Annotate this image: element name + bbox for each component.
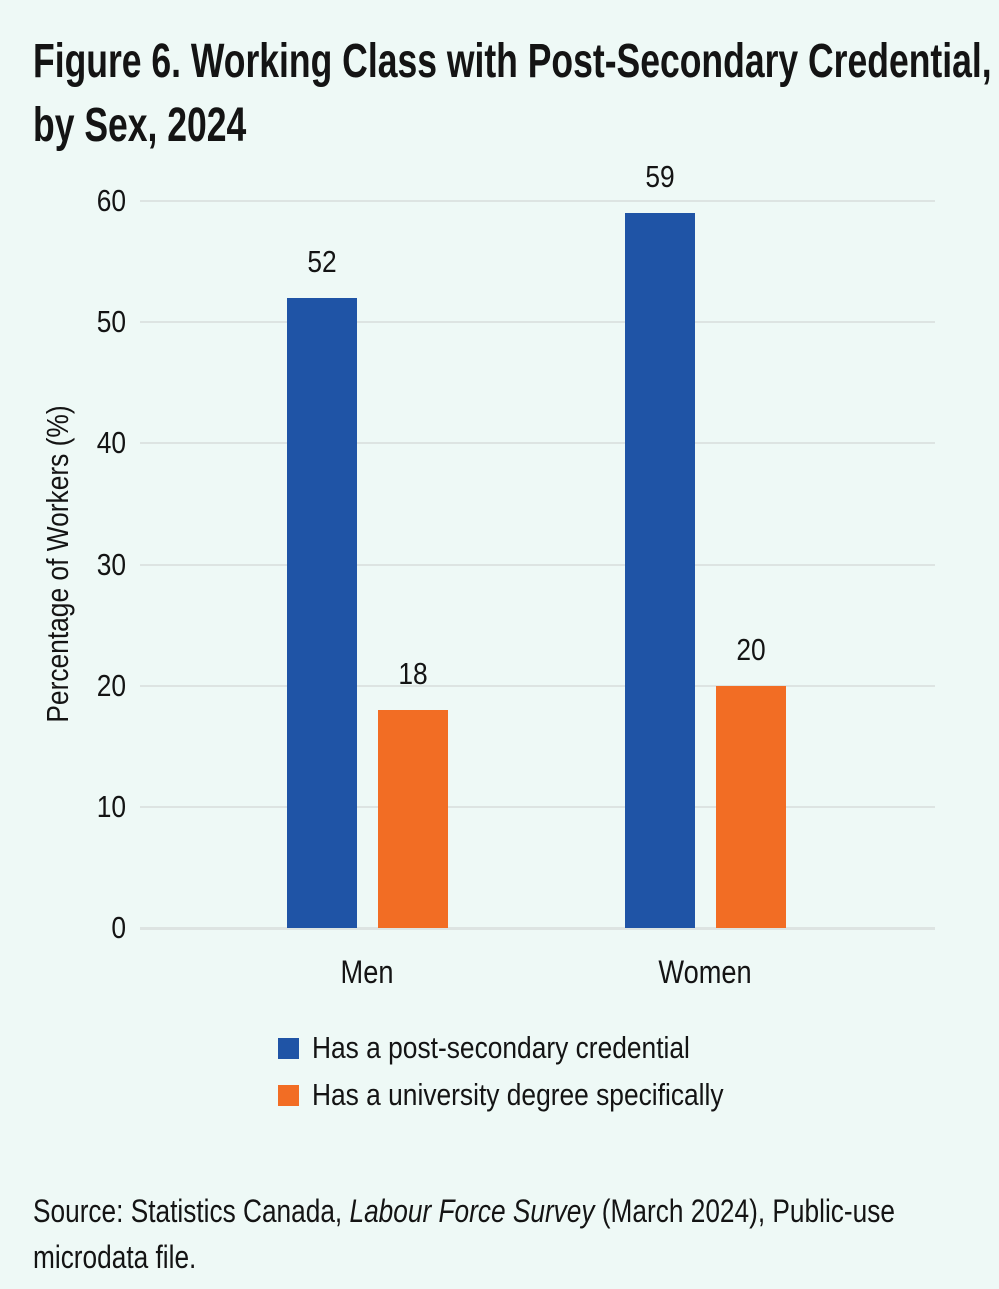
legend-swatch-orange (278, 1084, 299, 1106)
gridline-10 (140, 806, 935, 808)
bar-women-post-secondary (625, 213, 695, 928)
legend-label: Has a university degree specifically (312, 1077, 724, 1112)
source-line-2: microdata file. (33, 1239, 197, 1275)
source-suffix: (March 2024), Public-use (594, 1193, 895, 1229)
source-line-1: Source: Statistics Canada, Labour Force … (33, 1188, 895, 1234)
x-category-label-men: Men (340, 954, 394, 990)
gridline-40 (140, 442, 935, 444)
bar-value-men-1: 18 (398, 656, 428, 691)
source-survey-name: Labour Force Survey (349, 1193, 595, 1229)
bar-men-post-secondary (287, 298, 357, 928)
chart-title: Figure 6. Working Class with Post-Second… (33, 30, 992, 158)
legend-swatch-blue (278, 1037, 299, 1059)
y-tick-label-30: 30 (96, 547, 126, 582)
bar-value-women-1: 20 (736, 632, 766, 667)
bar-men-university (378, 710, 448, 928)
chart-title-line-2: by Sex, 2024 (33, 99, 247, 152)
gridline-0 (140, 927, 935, 930)
source-prefix: Source: Statistics Canada, (33, 1193, 350, 1229)
gridline-30 (140, 564, 935, 566)
y-tick-label-10: 10 (96, 789, 126, 824)
chart-title-line-1: Figure 6. Working Class with Post-Second… (33, 35, 992, 88)
bar-value-men-0: 52 (307, 244, 337, 279)
gridline-50 (140, 321, 935, 323)
x-category-label-women: Women (658, 954, 752, 990)
legend: Has a post-secondary credential Has a un… (278, 1030, 796, 1124)
y-tick-label-40: 40 (96, 425, 126, 460)
source-note: Source: Statistics Canada, Labour Force … (33, 1188, 895, 1280)
bar-women-university (716, 686, 786, 928)
y-tick-label-60: 60 (96, 183, 126, 218)
y-tick-label-20: 20 (96, 668, 126, 703)
legend-item-university-degree: Has a university degree specifically (278, 1077, 796, 1113)
legend-label: Has a post-secondary credential (312, 1030, 690, 1065)
legend-item-post-secondary: Has a post-secondary credential (278, 1030, 796, 1066)
y-tick-label-0: 0 (111, 910, 126, 945)
gridline-60 (140, 200, 935, 202)
gridline-20 (140, 685, 935, 687)
y-tick-label-50: 50 (96, 304, 126, 339)
bar-value-women-0: 59 (645, 159, 675, 194)
